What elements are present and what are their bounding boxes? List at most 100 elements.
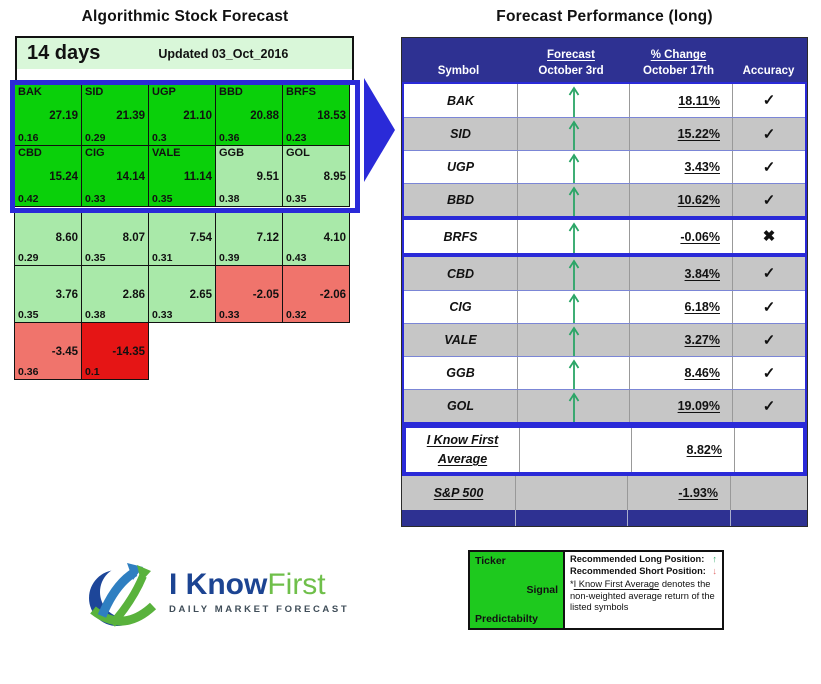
performance-table-body: BAK 18.11% ✓ SID 15.22% ✓ UGP 3.43% ✓ BBD 10.62% ✓ B… <box>402 82 807 424</box>
legend-note-rest: denotes the non-weighted average return … <box>570 579 715 613</box>
cell-predictability: 0.36 <box>219 132 240 144</box>
cell-signal-value: 11.14 <box>183 170 212 183</box>
cell-predictability: 0.35 <box>286 193 307 205</box>
legend-short-text: Recommended Short Position: <box>570 565 706 576</box>
logo-wordmark: I KnowFirst DAILY MARKET FORECAST <box>169 567 349 615</box>
performance-row: BRFS -0.06% ✖ <box>404 220 805 253</box>
change-cell: 18.11% <box>629 84 732 117</box>
legend-signal-label: Signal <box>526 584 558 596</box>
up-arrow-icon <box>568 185 579 216</box>
symbol-label: GGB <box>446 366 475 380</box>
change-value: -0.06% <box>680 229 720 244</box>
up-arrow-icon <box>568 391 579 422</box>
average-change-value: 8.82% <box>686 443 722 457</box>
change-cell: 3.84% <box>629 257 732 290</box>
change-value: 3.27% <box>684 333 720 347</box>
cell-signal-value: -14.35 <box>112 345 145 358</box>
legend-up-arrow-icon: ↑ <box>712 554 717 564</box>
cell-signal-value: 7.54 <box>189 231 212 244</box>
heatmap-cell: 4.10 0.43 <box>282 208 350 266</box>
change-cell: 3.43% <box>629 151 732 183</box>
forecast-cell <box>517 184 629 216</box>
performance-row: GOL 19.09% ✓ <box>404 389 805 422</box>
logo-swoosh-icon <box>89 563 157 627</box>
forecast-cell <box>517 357 629 389</box>
heatmap-row: BAK 27.19 0.16 SID 21.39 0.29 UGP 21.10 0.3 BBD 20… <box>14 84 356 146</box>
cell-predictability: 0.42 <box>18 193 39 205</box>
cell-ticker: UGP <box>152 86 176 98</box>
change-value: 15.22% <box>677 127 720 141</box>
accuracy-cell: ✓ <box>732 118 805 150</box>
forecast-cell <box>517 257 629 290</box>
symbol-label: UGP <box>446 160 475 174</box>
accuracy-column-header: Accuracy <box>742 65 795 77</box>
accuracy-cell: ✓ <box>732 257 805 290</box>
cell-ticker: SID <box>85 86 104 98</box>
forecast-period-box: 14 days Updated 03_Oct_2016 <box>15 36 354 83</box>
footer-cell <box>627 510 730 526</box>
change-value: 10.62% <box>677 193 720 207</box>
forecast-cell <box>517 118 629 150</box>
change-cell: -0.06% <box>629 220 732 253</box>
period-label: 14 days <box>27 42 101 64</box>
legend-down-arrow-icon: ↓ <box>712 565 717 576</box>
cell-ticker <box>18 324 78 337</box>
footer-cell <box>402 510 515 526</box>
accuracy-cell: ✓ <box>732 291 805 323</box>
cell-ticker <box>219 267 279 280</box>
cell-signal-value: 9.51 <box>256 170 279 183</box>
change-value: 3.84% <box>684 266 720 281</box>
cell-predictability: 0.36 <box>18 366 39 378</box>
up-arrow-icon <box>568 222 579 253</box>
cell-predictability: 0.43 <box>286 252 307 264</box>
cell-ticker <box>286 210 346 223</box>
change-value: 3.43% <box>684 160 720 174</box>
average-symbol-cell: I Know First Average <box>406 428 519 472</box>
change-date-header: October 17th <box>643 65 714 77</box>
performance-row: CIG 6.18% ✓ <box>404 290 805 323</box>
forecast-cell <box>517 151 629 183</box>
heatmap-cell: CIG 14.14 0.33 <box>81 145 149 207</box>
symbol-cell: VALE <box>404 324 517 356</box>
average-label: I Know First Average <box>426 433 499 466</box>
cell-ticker <box>219 210 279 223</box>
check-icon: ✓ <box>762 298 776 316</box>
heatmap-cell: 2.86 0.38 <box>81 265 149 323</box>
heatmap-row: CBD 15.24 0.42 CIG 14.14 0.33 VALE 11.14 0.35 GGB… <box>14 145 356 207</box>
cell-ticker <box>152 267 212 280</box>
change-value: 19.09% <box>677 399 720 413</box>
heatmap-cell: 7.54 0.31 <box>148 208 216 266</box>
cell-predictability: 0.1 <box>85 366 100 378</box>
heatmap-cell: 8.07 0.35 <box>81 208 149 266</box>
cell-ticker: BBD <box>219 86 243 98</box>
updated-date-label: Updated 03_Oct_2016 <box>158 46 289 61</box>
up-arrow-icon <box>568 119 579 150</box>
heatmap-cell: SID 21.39 0.29 <box>81 84 149 146</box>
cell-ticker: BRFS <box>286 86 316 98</box>
symbol-cell: BBD <box>404 184 517 216</box>
symbol-label: BBD <box>446 193 475 207</box>
cell-signal-value: 21.39 <box>116 109 145 122</box>
cross-icon: ✖ <box>762 228 776 245</box>
legend-short-line: Recommended Short Position: ↓ <box>570 566 717 578</box>
change-value: 18.11% <box>678 93 720 108</box>
heatmap-cell: 2.65 0.33 <box>148 265 216 323</box>
logo-text-first: First <box>267 567 326 601</box>
cell-predictability: 0.32 <box>286 309 307 321</box>
change-cell: 3.27% <box>629 324 732 356</box>
forecast-cell <box>517 291 629 323</box>
forecast-date-header: October 3rd <box>538 65 604 77</box>
legend-note-underlined: I Know First Average <box>573 579 660 590</box>
cell-predictability: 0.29 <box>85 132 106 144</box>
row-group-g3: CBD 3.84% ✓ CIG 6.18% ✓ VALE 3.27% ✓ GGB 8.46% ✓ GOL… <box>402 255 807 424</box>
symbol-cell: GOL <box>404 390 517 422</box>
period-strip: 14 days Updated 03_Oct_2016 <box>17 38 352 69</box>
cell-signal-value: 4.10 <box>323 231 346 244</box>
change-cell: 10.62% <box>629 184 732 216</box>
performance-row: SID 15.22% ✓ <box>404 117 805 150</box>
symbol-label: GOL <box>446 399 475 413</box>
symbol-column-header: Symbol <box>437 65 480 77</box>
change-cell: 15.22% <box>629 118 732 150</box>
cell-ticker <box>152 210 212 223</box>
legend-long-line: Recommended Long Position: ↑ <box>570 554 717 566</box>
